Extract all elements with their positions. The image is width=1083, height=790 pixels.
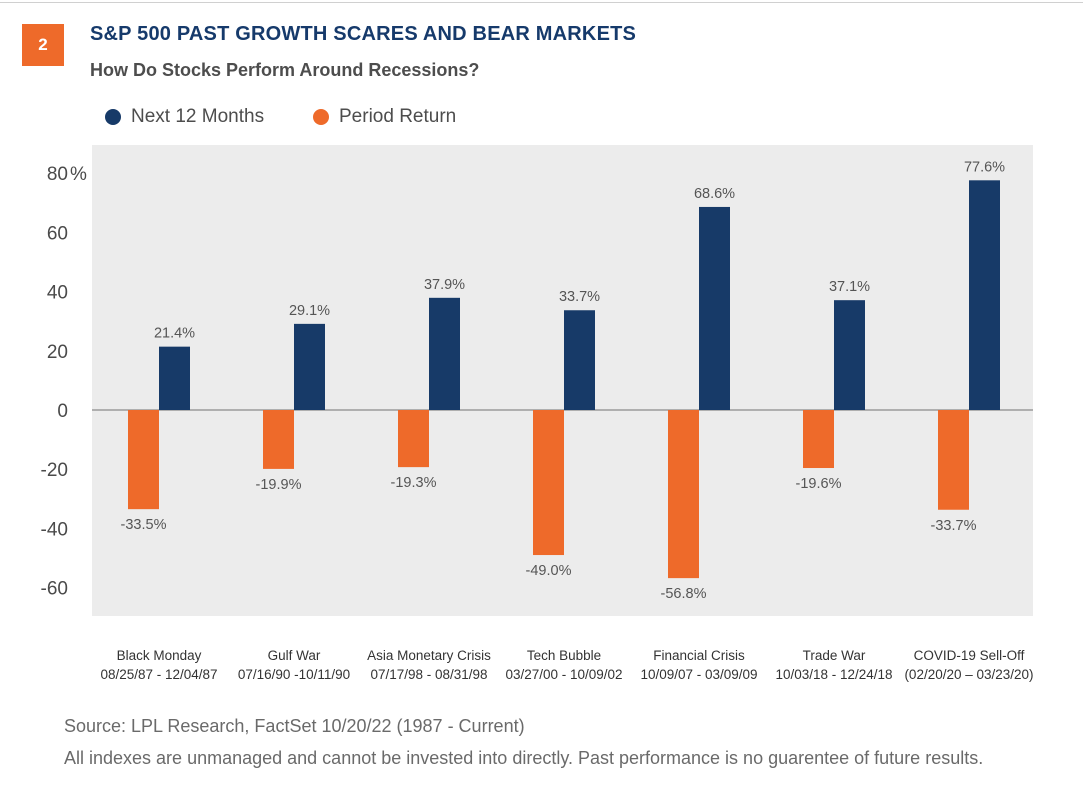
- y-tick-label: 0: [57, 401, 68, 422]
- legend-item-next-12-months: Next 12 Months: [105, 106, 264, 128]
- data-label-next-12-months: 37.1%: [829, 279, 870, 295]
- bar-period-return: [938, 410, 969, 510]
- y-tick-label: 20: [47, 342, 68, 363]
- y-tick-label: 40: [47, 283, 68, 304]
- y-tick-label: 80: [47, 164, 68, 185]
- y-tick-label: -60: [41, 579, 68, 600]
- bar-period-return: [668, 410, 699, 579]
- category-label: Asia Monetary Crisis: [367, 648, 491, 663]
- data-label-next-12-months: 37.9%: [424, 277, 465, 293]
- data-label-period-return: -33.5%: [121, 517, 167, 533]
- legend-label-next-12-months: Next 12 Months: [131, 106, 265, 127]
- bar-chart: 80 60 40 20 0 -20 -40 -60% -33.5% 21.4% Black Mond…: [41, 145, 1034, 682]
- bar-next-12-months: [294, 323, 325, 410]
- bar-period-return: [398, 410, 429, 468]
- legend-marker-next-12-months: [105, 109, 121, 125]
- category-date-range: (02/20/20 – 03/23/20): [904, 667, 1033, 682]
- bar-period-return: [803, 410, 834, 469]
- category-date-range: 08/25/87 - 12/04/87: [100, 667, 217, 682]
- bar-next-12-months: [699, 206, 730, 410]
- legend-label-period-return: Period Return: [339, 106, 457, 127]
- data-label-period-return: -19.9%: [256, 477, 302, 493]
- y-tick-label: -40: [41, 519, 68, 540]
- data-label-period-return: -19.6%: [796, 476, 842, 492]
- legend-item-period-return: Period Return: [313, 106, 456, 128]
- bar-next-12-months: [564, 310, 595, 410]
- category-label: Gulf War: [268, 648, 321, 663]
- category-label: COVID-19 Sell-Off: [914, 648, 1025, 663]
- figure-number-badge: 2: [22, 24, 64, 66]
- category-label: Financial Crisis: [653, 648, 745, 663]
- chart-subtitle: How Do Stocks Perform Around Recessions?: [90, 60, 480, 80]
- category-label: Black Monday: [117, 648, 202, 663]
- category-date-range: 03/27/00 - 10/09/02: [505, 667, 622, 682]
- category-label: Trade War: [803, 648, 866, 663]
- data-label-next-12-months: 21.4%: [154, 326, 195, 342]
- data-label-period-return: -33.7%: [931, 518, 977, 534]
- category-date-range: 10/03/18 - 12/24/18: [775, 667, 892, 682]
- source-note: Source: LPL Research, FactSet 10/20/22 (…: [64, 716, 525, 736]
- category-date-range: 07/17/98 - 08/31/98: [370, 667, 487, 682]
- top-rule: [0, 2, 1083, 3]
- data-label-period-return: -19.3%: [391, 475, 437, 491]
- category-date-range: 07/16/90 -10/11/90: [238, 667, 350, 682]
- bar-next-12-months: [159, 346, 190, 410]
- data-label-next-12-months: 33.7%: [559, 289, 600, 305]
- bar-period-return: [533, 410, 564, 556]
- bar-next-12-months: [429, 297, 460, 410]
- y-tick-label: -20: [41, 460, 68, 481]
- category-label: Tech Bubble: [527, 648, 601, 663]
- disclaimer-note: All indexes are unmanaged and cannot be …: [64, 748, 984, 768]
- bar-period-return: [128, 410, 159, 510]
- bar-next-12-months: [969, 180, 1000, 410]
- data-label-next-12-months: 29.1%: [289, 303, 330, 319]
- category-date-range: 10/09/07 - 03/09/09: [640, 667, 757, 682]
- chart-title: S&P 500 PAST GROWTH SCARES AND BEAR MARK…: [90, 23, 637, 45]
- bar-period-return: [263, 410, 294, 469]
- data-label-next-12-months: 77.6%: [964, 159, 1005, 175]
- y-tick-unit: %: [70, 164, 87, 185]
- legend-marker-period-return: [313, 109, 329, 125]
- data-label-next-12-months: 68.6%: [694, 186, 735, 202]
- data-label-period-return: -49.0%: [526, 563, 572, 579]
- data-label-period-return: -56.8%: [661, 586, 707, 602]
- y-tick-label: 60: [47, 223, 68, 244]
- bar-next-12-months: [834, 300, 865, 410]
